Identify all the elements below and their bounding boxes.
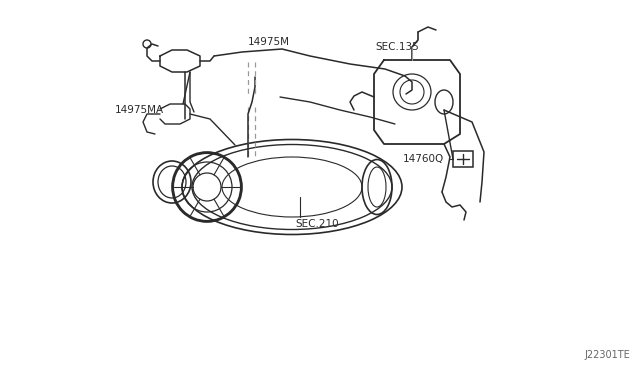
Text: 14975MA: 14975MA	[115, 105, 164, 115]
Text: SEC.135: SEC.135	[375, 42, 419, 52]
Text: SEC.210: SEC.210	[295, 219, 339, 229]
Text: 14975M: 14975M	[248, 37, 290, 47]
Text: J22301TE: J22301TE	[584, 350, 630, 360]
Bar	[453, 151, 473, 167]
Text: 14760Q: 14760Q	[403, 154, 444, 164]
